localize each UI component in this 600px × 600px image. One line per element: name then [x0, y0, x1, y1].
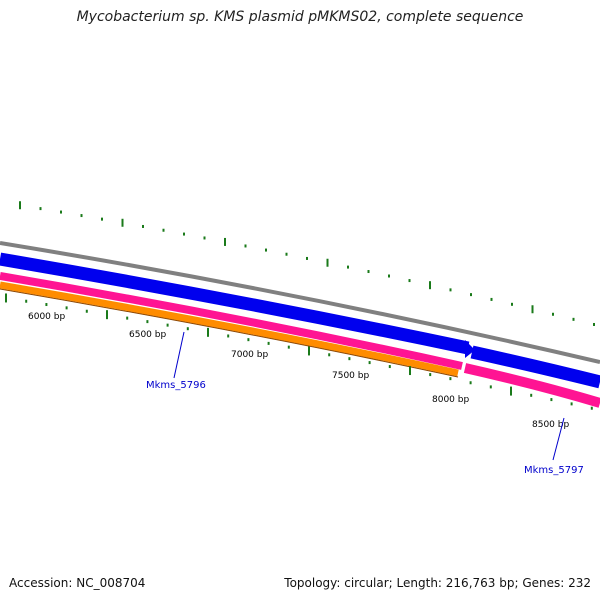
- orange-track-edge: [0, 288, 459, 378]
- gene-leader-mkms5797: [552, 417, 565, 461]
- map-title: Mycobacterium sp. KMS plasmid pMKMS02, c…: [76, 9, 524, 25]
- ruler-label-6000: 6000 bp: [28, 312, 65, 322]
- cds-track-forward-2: [470, 345, 600, 389]
- gene-track-2: [463, 363, 600, 408]
- ruler-label-8500: 8500 bp: [532, 420, 569, 430]
- ruler-label-8000: 8000 bp: [432, 395, 469, 405]
- gene-label-mkms5797[interactable]: Mkms_5797: [524, 465, 584, 476]
- gene-track-1: [0, 272, 463, 370]
- cds-track-forward-1: [0, 252, 470, 355]
- orange-track: [0, 281, 459, 377]
- gene-leader-mkms5796: [173, 331, 185, 379]
- sequence-stats: Topology: circular; Length: 216,763 bp; …: [284, 576, 591, 590]
- cds-arrow-head: [465, 340, 475, 358]
- gene-label-mkms5796[interactable]: Mkms_5796: [146, 380, 206, 391]
- ruler-tick-track: [5, 293, 593, 410]
- backbone-line: [0, 241, 600, 364]
- ruler-label-7500: 7500 bp: [332, 371, 369, 381]
- ruler-label-6500: 6500 bp: [129, 330, 166, 340]
- ruler-label-7000: 7000 bp: [231, 350, 268, 360]
- outer-tick-track: [19, 201, 595, 326]
- accession-text: Accession: NC_008704: [9, 576, 146, 590]
